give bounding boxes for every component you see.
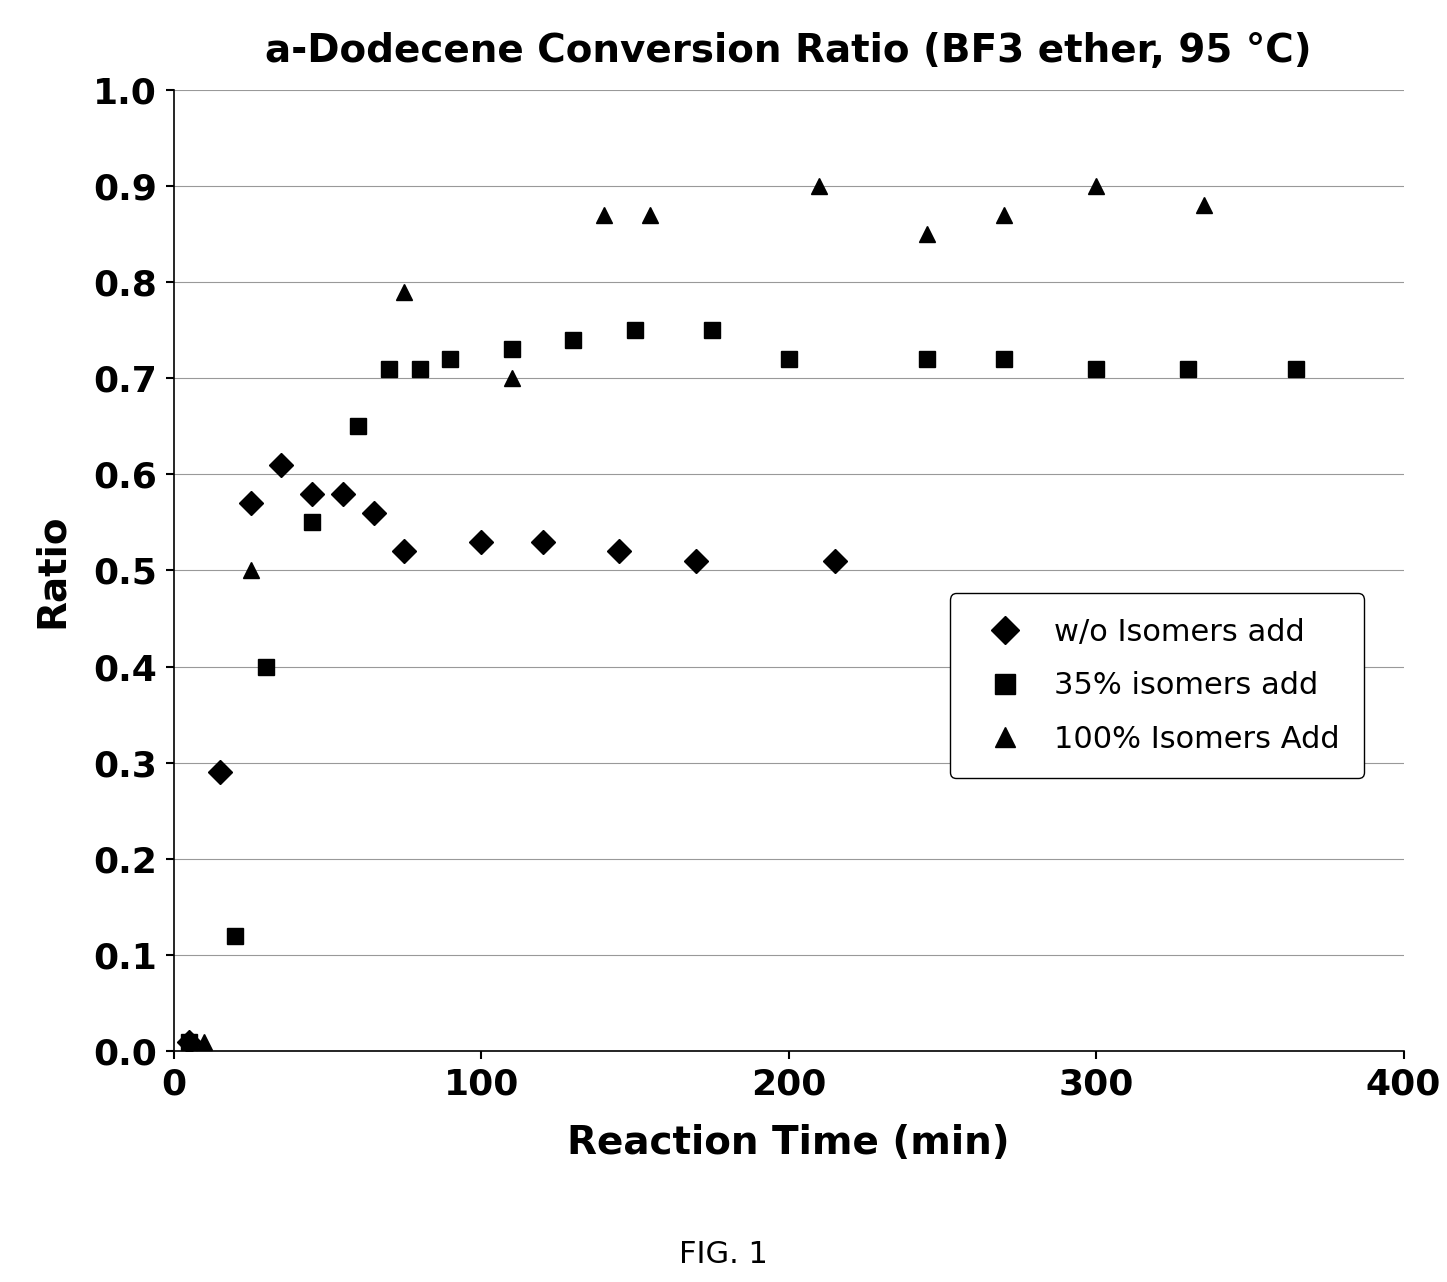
100% Isomers Add (195, 1033, 213, 1049)
35% isomers add (411, 362, 428, 377)
w/o Isomers add (242, 496, 259, 512)
Title: a-Dodecene Conversion Ratio (BF3 ether, 95 °C): a-Dodecene Conversion Ratio (BF3 ether, … (265, 32, 1312, 71)
35% isomers add (919, 351, 936, 367)
100% Isomers Add (810, 178, 828, 194)
w/o Isomers add (181, 1033, 198, 1049)
100% Isomers Add (595, 208, 612, 223)
w/o Isomers add (365, 505, 382, 520)
100% Isomers Add (996, 208, 1013, 223)
35% isomers add (381, 362, 398, 377)
35% isomers add (349, 418, 366, 433)
35% isomers add (1288, 362, 1305, 377)
Line: w/o Isomers add: w/o Isomers add (181, 456, 844, 1050)
35% isomers add (258, 659, 275, 674)
w/o Isomers add (534, 533, 551, 549)
w/o Isomers add (272, 458, 289, 473)
35% isomers add (226, 928, 243, 944)
w/o Isomers add (611, 544, 628, 559)
100% Isomers Add (242, 563, 259, 578)
35% isomers add (780, 351, 797, 367)
100% Isomers Add (919, 227, 936, 242)
35% isomers add (996, 351, 1013, 367)
35% isomers add (627, 322, 644, 337)
w/o Isomers add (334, 486, 352, 501)
Y-axis label: Ratio: Ratio (33, 513, 71, 628)
100% Isomers Add (641, 208, 658, 223)
Line: 35% isomers add: 35% isomers add (181, 322, 1304, 1050)
100% Isomers Add (1195, 197, 1213, 213)
35% isomers add (504, 341, 521, 356)
Text: FIG. 1: FIG. 1 (679, 1240, 768, 1269)
35% isomers add (564, 332, 582, 347)
w/o Isomers add (304, 486, 321, 501)
35% isomers add (1179, 362, 1197, 377)
Legend: w/o Isomers add, 35% isomers add, 100% Isomers Add: w/o Isomers add, 35% isomers add, 100% I… (949, 594, 1363, 778)
Line: 100% Isomers Add: 100% Isomers Add (195, 177, 1213, 1050)
w/o Isomers add (472, 533, 489, 549)
100% Isomers Add (395, 283, 412, 299)
X-axis label: Reaction Time (min): Reaction Time (min) (567, 1124, 1010, 1161)
35% isomers add (703, 322, 721, 337)
35% isomers add (441, 351, 459, 367)
35% isomers add (181, 1033, 198, 1049)
35% isomers add (1088, 362, 1106, 377)
100% Isomers Add (504, 370, 521, 386)
35% isomers add (304, 514, 321, 531)
w/o Isomers add (687, 554, 705, 569)
w/o Isomers add (826, 554, 844, 569)
100% Isomers Add (1088, 178, 1106, 194)
w/o Isomers add (211, 764, 229, 779)
w/o Isomers add (395, 544, 412, 559)
